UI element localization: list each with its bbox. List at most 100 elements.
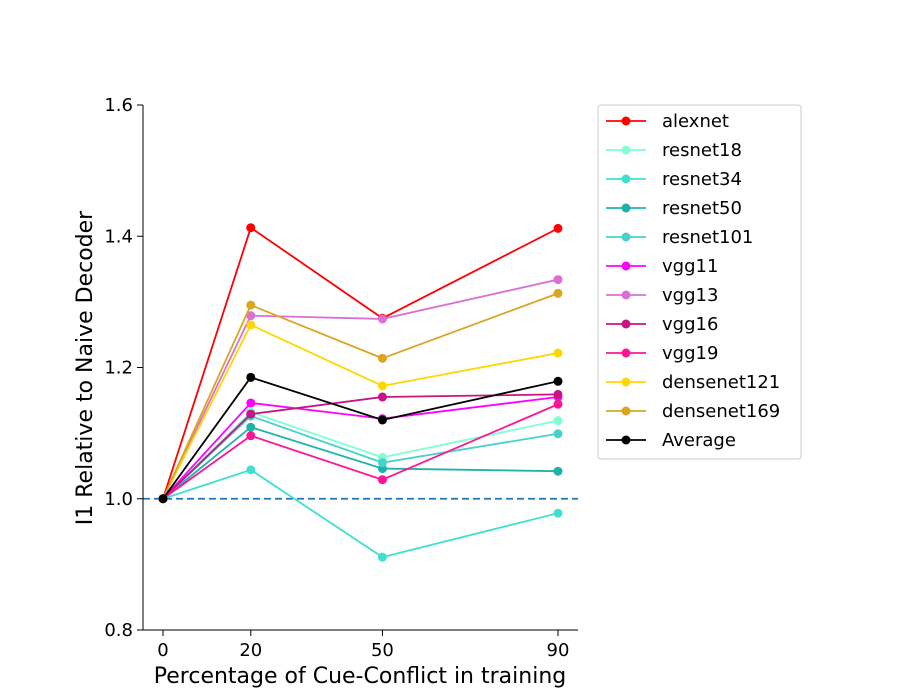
legend-label: resnet34 [662,169,742,190]
legend-frame [597,104,802,460]
legend-label: vgg13 [662,285,718,306]
data-point [246,300,256,310]
data-point [377,381,387,391]
data-point [246,431,256,441]
legend-label: alexnet [662,111,729,132]
series-line [162,426,559,500]
series-line [162,226,559,500]
data-point [246,422,256,432]
legend-marker [621,435,631,445]
legend-label: densenet169 [662,401,780,422]
legend-label: vgg19 [662,343,718,364]
series-Average [158,372,563,504]
data-point [246,223,256,233]
series-line [162,376,559,500]
y-tick-label: 1.6 [104,95,133,116]
legend-marker [621,261,631,271]
data-point [158,494,168,504]
legend-item: Average [606,430,736,451]
data-point [377,415,387,425]
series-line [162,393,559,500]
legend-label: resnet18 [662,140,742,161]
data-point [377,392,387,402]
series-line [162,292,559,500]
legend-label: resnet50 [662,198,742,219]
series-line [162,396,559,500]
series-resnet34 [158,465,563,562]
data-point [377,552,387,562]
legend-marker [621,377,631,387]
legend-item: densenet121 [606,372,780,393]
legend-item: vgg13 [606,285,718,306]
legend-item: vgg19 [606,343,718,364]
y-tick-label: 1.0 [104,489,133,510]
series-resnet50 [158,422,563,504]
series-vgg11 [158,392,563,504]
x-tick-label: 50 [371,640,394,661]
legend-item: resnet101 [606,227,753,248]
y-tick-label: 1.2 [104,358,133,379]
y-tick-label: 0.8 [104,620,133,641]
series-line [162,415,559,500]
data-point [553,508,563,518]
data-point [553,288,563,298]
legend-label: Average [662,430,736,451]
legend-marker [621,174,631,184]
data-point [246,409,256,419]
legend-item: vgg11 [606,256,718,277]
data-point [377,458,387,468]
data-point [553,429,563,439]
data-point [553,275,563,285]
x-axis-title: Percentage of Cue-Conflict in training [154,664,566,689]
legend-label: resnet101 [662,227,753,248]
legend-label: densenet121 [662,372,780,393]
legend-item: resnet18 [606,140,742,161]
data-point [553,348,563,358]
legend-item: vgg16 [606,314,718,335]
x-tick-label: 90 [547,640,570,661]
legend-item: resnet50 [606,198,742,219]
data-point [246,465,256,475]
legend-item: densenet169 [606,401,780,422]
legend-item: alexnet [606,111,729,132]
data-point [246,311,256,321]
data-point [553,389,563,399]
legend-marker [621,203,631,213]
data-point [377,314,387,324]
x-tick-label: 0 [157,640,168,661]
data-point [377,353,387,363]
data-point [377,475,387,485]
data-point [246,372,256,382]
y-axis-title: I1 Relative to Naive Decoder [73,210,98,525]
data-point [246,398,256,408]
data-point [553,416,563,426]
series-line [162,278,559,500]
legend-marker [621,348,631,358]
legend-marker [621,319,631,329]
legend-label: vgg11 [662,256,718,277]
legend-marker [621,406,631,416]
x-tick-label: 20 [239,640,262,661]
legend-items: alexnet resnet18 resnet34 resnet50 resnet101… [606,111,780,451]
data-point [246,320,256,330]
legend-item: resnet34 [606,169,742,190]
legend-marker [621,145,631,155]
legend-label: vgg16 [662,314,718,335]
series-line [162,403,559,500]
plot-area [143,223,578,562]
data-point [553,399,563,409]
data-point [553,223,563,233]
data-point [553,376,563,386]
series-densenet121 [158,320,563,504]
x-ticks: 0 20 50 90 [157,630,569,661]
legend-marker [621,232,631,242]
data-point [553,466,563,476]
legend: alexnet resnet18 resnet34 resnet50 resnet101… [597,104,802,460]
y-ticks: 0.8 1.0 1.2 1.4 1.6 [104,95,143,641]
legend-marker [621,290,631,300]
series-vgg16 [158,389,563,504]
series-line [162,323,559,500]
y-tick-label: 1.4 [104,226,133,247]
axes [142,105,578,631]
